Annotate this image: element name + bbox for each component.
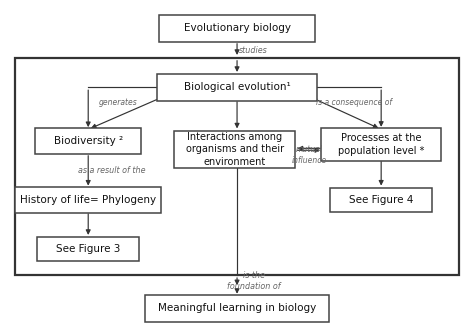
Text: is the
foundation of: is the foundation of [227, 271, 281, 291]
Text: Interactions among
organisms and their
environment: Interactions among organisms and their e… [186, 132, 284, 167]
FancyBboxPatch shape [321, 128, 441, 161]
Text: is a consequence of: is a consequence of [316, 98, 392, 107]
FancyBboxPatch shape [145, 295, 329, 322]
Text: studies: studies [239, 46, 267, 55]
FancyBboxPatch shape [174, 131, 295, 168]
FancyBboxPatch shape [15, 187, 162, 213]
FancyBboxPatch shape [159, 14, 315, 42]
Text: Biodiversity ²: Biodiversity ² [54, 136, 123, 146]
Text: as a result of the: as a result of the [78, 166, 146, 175]
Text: Biological evolution¹: Biological evolution¹ [184, 82, 291, 92]
FancyBboxPatch shape [330, 188, 432, 212]
Bar [15, 58, 459, 275]
Text: History of life= Phylogeny: History of life= Phylogeny [20, 195, 156, 205]
Text: Evolutionary biology: Evolutionary biology [183, 24, 291, 33]
Text: mutual
influence: mutual influence [291, 146, 327, 165]
FancyBboxPatch shape [157, 74, 318, 101]
Text: Processes at the
population level *: Processes at the population level * [338, 133, 424, 156]
Text: See Figure 4: See Figure 4 [349, 195, 413, 205]
FancyBboxPatch shape [35, 128, 141, 154]
Text: See Figure 3: See Figure 3 [56, 244, 120, 254]
Text: Meaningful learning in biology: Meaningful learning in biology [158, 303, 316, 313]
FancyBboxPatch shape [37, 237, 139, 261]
Text: generates: generates [99, 98, 137, 107]
